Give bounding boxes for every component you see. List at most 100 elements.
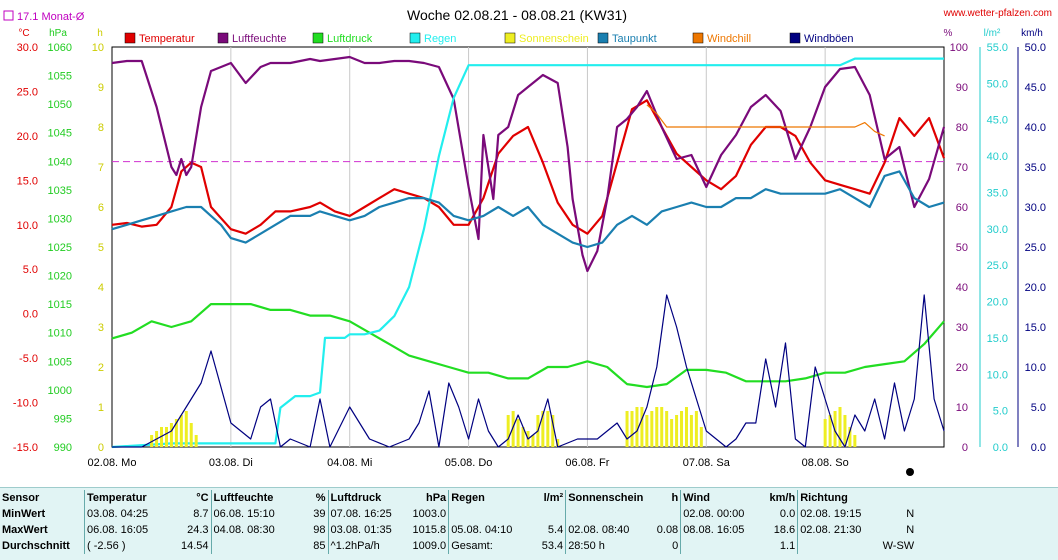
- axis-tick-label: 50: [956, 242, 968, 254]
- sunshine-bar: [684, 407, 688, 447]
- x-tick-label: 07.08. Sa: [683, 457, 731, 469]
- axis-tick-label: 1030: [48, 213, 72, 225]
- stats-rain-value: 53.4: [541, 540, 564, 552]
- sunshine-bar: [650, 411, 654, 447]
- axis-tick-label: 4: [98, 282, 104, 294]
- hdr-dir-unit: [874, 490, 916, 506]
- axis-tick-label: 10: [92, 42, 104, 54]
- axis-tick-label: 5.0: [993, 406, 1008, 418]
- stats-dir-time: 02.08. 21:30: [797, 522, 875, 538]
- axis-tick-label: 1035: [48, 185, 72, 197]
- sunshine-bar: [675, 415, 679, 447]
- hdr-press: Luftdruck: [327, 490, 411, 506]
- legend-swatch: [124, 32, 136, 44]
- axis-tick-label: 0.0: [993, 442, 1008, 454]
- sunshine-bar: [556, 439, 560, 447]
- axis-tick-label: 1055: [48, 71, 72, 83]
- axis-tick-label: 1015: [48, 299, 72, 311]
- stats-temp-time: ( -2.56 ): [84, 538, 179, 554]
- stats-dir-value: W-SW: [882, 540, 915, 552]
- sunshine-bar: [531, 435, 535, 447]
- stats-wind-value: 0.0: [779, 508, 796, 520]
- axis-tick-label: 20.0: [987, 297, 1008, 309]
- sunshine-bar: [640, 407, 644, 447]
- x-axis-labels: 02.08. Mo 03.08. Di 04.08. Mi 05.08. Do 06.0…: [88, 457, 849, 469]
- stats-press-value: 1003.0: [412, 508, 447, 520]
- axis-tick-label: 0.0: [23, 309, 38, 321]
- sunshine-bar: [823, 419, 827, 447]
- hdr-wind: Wind: [680, 490, 764, 506]
- sunshine-bar: [838, 407, 842, 447]
- sunshine-bar: [551, 415, 555, 447]
- series-line-luftdruck: [111, 303, 945, 389]
- hdr-temp-unit: °C: [196, 492, 209, 504]
- sunshine-bar: [521, 427, 525, 447]
- axis-tick-label: 15.0: [17, 175, 38, 187]
- axis-tick-label: 1020: [48, 271, 72, 283]
- source-url[interactable]: www.wetter-pfalzen.com: [943, 8, 1052, 19]
- axis-tick-label: 15.0: [1025, 322, 1046, 334]
- axis-tick-label: 1: [98, 402, 104, 414]
- sunshine-bar: [174, 419, 178, 447]
- chart-title: Woche 02.08.21 - 08.08.21 (KW31): [407, 7, 627, 23]
- stats-row: MaxWert 06.08. 16:05 24.3 04.08. 08:30 98 03.…: [0, 522, 916, 538]
- axis-tick-label: 35.0: [1025, 162, 1046, 174]
- sunshine-bar: [828, 415, 832, 447]
- axis-tick-label: 5: [98, 242, 104, 254]
- axis-tick-label: 1050: [48, 99, 72, 111]
- legend-swatch: [409, 32, 421, 44]
- axis-tick-label: 40: [956, 282, 968, 294]
- sunshine-bar: [169, 423, 173, 447]
- stats-rain-time: Gesamt:: [448, 538, 534, 554]
- axis-tick-label: 7: [98, 162, 104, 174]
- axis-tick-label: 50.0: [987, 78, 1008, 90]
- stats-press-time: 03.08. 01:35: [327, 522, 411, 538]
- stats-temp-value: 8.7: [193, 508, 209, 520]
- legend-swatch: [312, 32, 324, 44]
- legend-label: Luftdruck: [327, 33, 373, 45]
- axis-tick-label: 10.0: [987, 369, 1008, 381]
- sunshine-bar: [511, 411, 515, 447]
- axis-unit: %: [944, 28, 953, 39]
- sunshine-bar: [645, 415, 649, 447]
- sunshine-bar: [833, 411, 837, 447]
- axis-tick-label: 5.0: [1031, 402, 1046, 414]
- series-line-luftfeuchte: [111, 55, 946, 273]
- sunshine-bar: [853, 435, 857, 447]
- stats-temp-value: 14.54: [181, 540, 209, 552]
- stats-hum-time: [210, 538, 306, 554]
- axis-tick-label: -5.0: [19, 353, 38, 365]
- stats-sun-value: 0.08: [656, 524, 679, 536]
- sunshine-bar: [189, 423, 193, 447]
- stats-sun-value: 0: [672, 540, 679, 552]
- sunshine-bar: [630, 411, 634, 447]
- legend-swatch: [789, 32, 801, 44]
- stats-wind-value: 1.1: [779, 540, 796, 552]
- axis-tick-label: 2: [98, 362, 104, 374]
- sunshine-bar: [689, 415, 693, 447]
- axis-tick-label: 1000: [48, 385, 72, 397]
- x-tick-label: 05.08. Do: [445, 457, 493, 469]
- stats-row-label: Durchschnitt: [2, 540, 70, 552]
- stats-press-time: ^1.2hPa/h: [327, 538, 411, 554]
- x-tick-label: 04.08. Mi: [327, 457, 372, 469]
- axis-tick-label: 90: [956, 82, 968, 94]
- stats-row-label: MaxWert: [2, 524, 48, 536]
- sunshine-bar: [635, 407, 639, 447]
- axis-tick-label: -10.0: [13, 398, 38, 410]
- series-line-temperatur: [111, 99, 946, 235]
- x-tick-label: 06.08. Fr: [565, 457, 609, 469]
- stats-hum-time: 06.08. 15:10: [210, 506, 306, 522]
- axis-tick-label: 20.0: [17, 131, 38, 143]
- sunshine-bar: [670, 419, 674, 447]
- axis-tick-label: 70: [956, 162, 968, 174]
- sunshine-bar: [546, 411, 550, 447]
- legend-label: Luftfeuchte: [232, 33, 286, 45]
- axis-tick-label: 30.0: [17, 42, 38, 54]
- series-line-taupunkt: [111, 170, 945, 249]
- sunshine-bar: [625, 411, 629, 447]
- stats-wind-time: 02.08. 00:00: [680, 506, 764, 522]
- stats-temp-time: 06.08. 16:05: [84, 522, 179, 538]
- stats-hum-value: 98: [313, 524, 326, 536]
- hdr-sun: Sonnenschein: [565, 490, 651, 506]
